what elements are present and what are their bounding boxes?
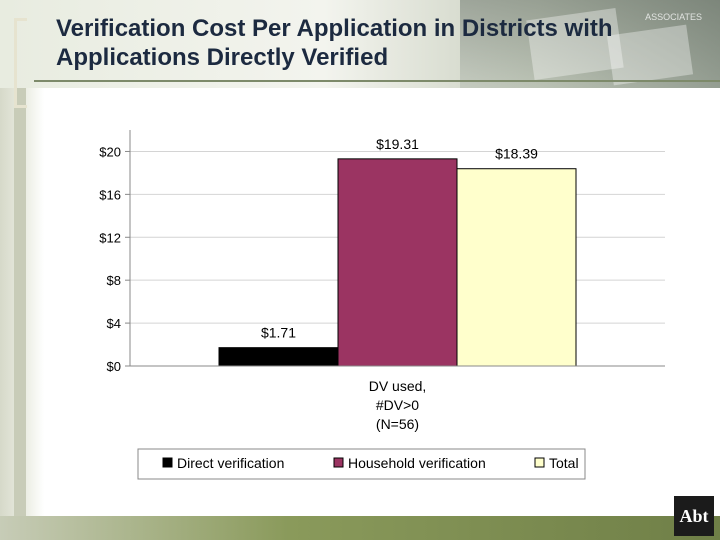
bars: $1.71 $19.31 $18.39: [218, 136, 577, 367]
slide-title: Verification Cost Per Application in Dis…: [56, 15, 613, 71]
abt-logo: Abt: [674, 496, 714, 536]
legend: Direct verification Household verificatio…: [137, 448, 586, 480]
title-bracket: [14, 18, 27, 108]
y-tick-label: $4: [107, 316, 121, 331]
header-watermark-label: ASSOCIATES: [645, 12, 702, 22]
title-rule: [34, 80, 720, 82]
legend-box: [137, 448, 586, 480]
slide-header: ASSOCIATES: [0, 0, 720, 88]
category-label: DV used,: [369, 378, 427, 394]
y-tick-label: $0: [107, 359, 121, 374]
legend-label: Direct verification: [177, 455, 284, 471]
data-label: $18.39: [495, 146, 538, 162]
legend-swatch: [333, 457, 344, 468]
category-label: (N=56): [376, 416, 419, 432]
y-axis: $0 $4 $8 $12 $16 $20: [99, 130, 131, 374]
data-label: $1.71: [261, 325, 296, 341]
bar-direct-verification: [218, 347, 339, 367]
legend-swatch: [162, 457, 173, 468]
left-stripe-bar: [14, 88, 26, 516]
y-tick-label: $16: [99, 187, 121, 202]
y-tick-label: $20: [99, 144, 121, 159]
legend-swatch: [534, 457, 545, 468]
y-tick-label: $8: [107, 273, 121, 288]
legend-label: Household verification: [348, 455, 486, 471]
data-label: $19.31: [376, 136, 419, 152]
x-axis: DV used, #DV>0 (N=56): [130, 365, 665, 432]
legend-label: Total: [549, 455, 579, 471]
category-label: #DV>0: [376, 397, 419, 413]
y-tick-label: $12: [99, 230, 121, 245]
slide-footer: [0, 516, 720, 540]
header-photo: [460, 0, 720, 88]
bar-total: [456, 168, 577, 367]
bar-household-verification: [337, 158, 458, 367]
